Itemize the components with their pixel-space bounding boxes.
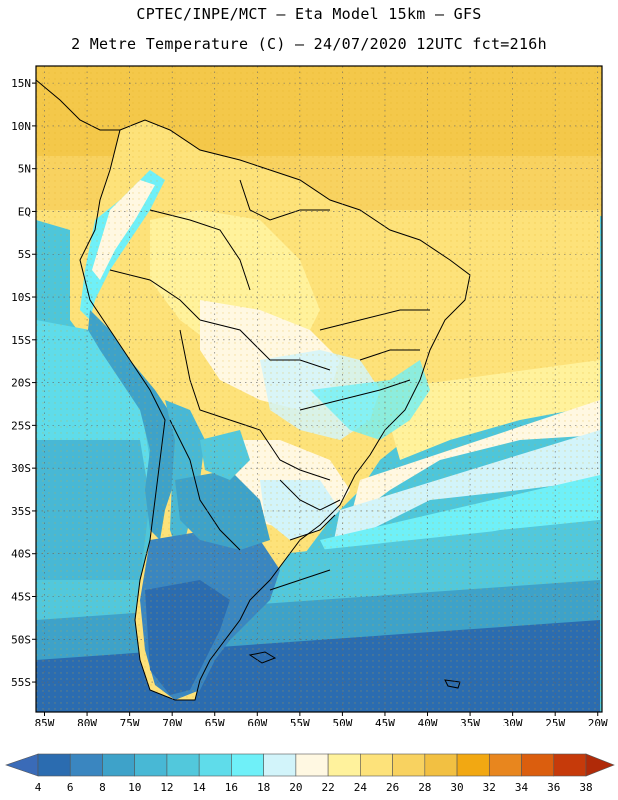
colorbar-swatch: [198, 753, 232, 777]
lat-tick-label: 50S: [11, 633, 31, 646]
latitude-ticks: 15N 10N 5N EQ 5S 10S 15S 20S 25S 30S 35S 40S 45S 50S 5…: [11, 77, 36, 689]
colorbar-swatch: [102, 753, 136, 777]
lat-tick-label: 5S: [18, 248, 31, 261]
colorbar-swatch: [231, 753, 264, 777]
lon-tick-label: 20W: [588, 717, 608, 726]
colorbar-label: 12: [160, 781, 173, 794]
lat-tick-label: EQ: [18, 205, 31, 218]
colorbar-swatch: [553, 753, 587, 777]
lat-tick-label: 15S: [11, 334, 31, 347]
colorbar-label: 8: [99, 781, 106, 794]
country-borders: [36, 79, 471, 701]
map-frame: [35, 65, 603, 713]
lat-tick-label: 30S: [11, 462, 31, 475]
lat-tick-label: 10N: [11, 120, 31, 133]
lat-tick-label: 25S: [11, 419, 31, 432]
lat-tick-label: 45S: [11, 590, 31, 603]
lon-tick-label: 40W: [418, 717, 438, 726]
lon-tick-label: 65W: [205, 717, 225, 726]
colorbar-swatch: [134, 753, 168, 777]
lat-tick-label: 5N: [18, 163, 31, 176]
colorbar-label: 34: [515, 781, 529, 794]
colorbar-label: 14: [193, 781, 207, 794]
colorbar-swatch: [166, 753, 200, 777]
colorbar-label: 32: [483, 781, 496, 794]
lon-tick-label: 35W: [460, 717, 480, 726]
colorbar-swatch: [327, 753, 361, 777]
colorbar-label: 4: [35, 781, 42, 794]
lon-tick-label: 50W: [332, 717, 352, 726]
colorbar-right-arrow: [585, 753, 615, 777]
title-line-2: 2 Metre Temperature (C) – 24/07/2020 12U…: [71, 35, 547, 53]
colorbar-swatch: [392, 753, 426, 777]
colorbar-label: 6: [67, 781, 74, 794]
lat-tick-label: 15N: [11, 77, 31, 90]
colorbar-label: 38: [579, 781, 592, 794]
colorbar-swatch: [521, 753, 555, 777]
colorbar-label: 22: [321, 781, 334, 794]
colorbar-swatch: [456, 753, 490, 777]
colorbar-label: 16: [225, 781, 238, 794]
colorbar-label: 18: [257, 781, 270, 794]
colorbar-label: 10: [128, 781, 141, 794]
colorbar-label: 26: [386, 781, 399, 794]
colorbar-label: 28: [418, 781, 431, 794]
colorbar-swatch: [488, 753, 522, 777]
lon-tick-label: 85W: [35, 717, 55, 726]
colorbar-swatch: [295, 753, 329, 777]
colorbar-swatch: [69, 753, 103, 777]
lon-tick-label: 60W: [247, 717, 267, 726]
lat-tick-label: 40S: [11, 548, 31, 561]
lon-tick-label: 55W: [290, 717, 310, 726]
colorbar-label: 20: [289, 781, 302, 794]
lon-tick-label: 75W: [120, 717, 140, 726]
lat-tick-label: 35S: [11, 505, 31, 518]
colorbar-label: 24: [354, 781, 368, 794]
lon-tick-label: 25W: [545, 717, 565, 726]
colorbar-swatch: [263, 753, 297, 777]
title-line-1: CPTEC/INPE/MCT – Eta Model 15km – GFS: [136, 5, 482, 23]
lon-tick-label: 70W: [162, 717, 182, 726]
lon-tick-label: 80W: [77, 717, 97, 726]
grid-lines: [36, 66, 602, 712]
colorbar-left-arrow: [5, 753, 39, 777]
colorbar-label: 36: [547, 781, 560, 794]
lat-tick-label: 20S: [11, 377, 31, 390]
lat-tick-label: 10S: [11, 291, 31, 304]
colorbar-label: 30: [450, 781, 463, 794]
longitude-ticks: 85W 80W 75W 70W 65W 60W 55W 50W 45W 40W 35W 30W 25W 2…: [35, 712, 608, 726]
colorbar-swatch: [360, 753, 393, 777]
lon-tick-label: 30W: [503, 717, 523, 726]
colorbar: 4 6 8 10 12 14 16 18 20 22 24 26 28 30 32 34 36 38: [5, 753, 615, 794]
lat-tick-label: 55S: [11, 676, 31, 689]
temperature-map: 15N 10N 5N EQ 5S 10S 15S 20S 25S 30S 35S 40S 45S 50S 5…: [11, 65, 608, 726]
colorbar-swatch: [37, 753, 71, 777]
colorbar-swatch: [424, 753, 458, 777]
temperature-field: [36, 66, 602, 712]
lon-tick-label: 45W: [375, 717, 395, 726]
